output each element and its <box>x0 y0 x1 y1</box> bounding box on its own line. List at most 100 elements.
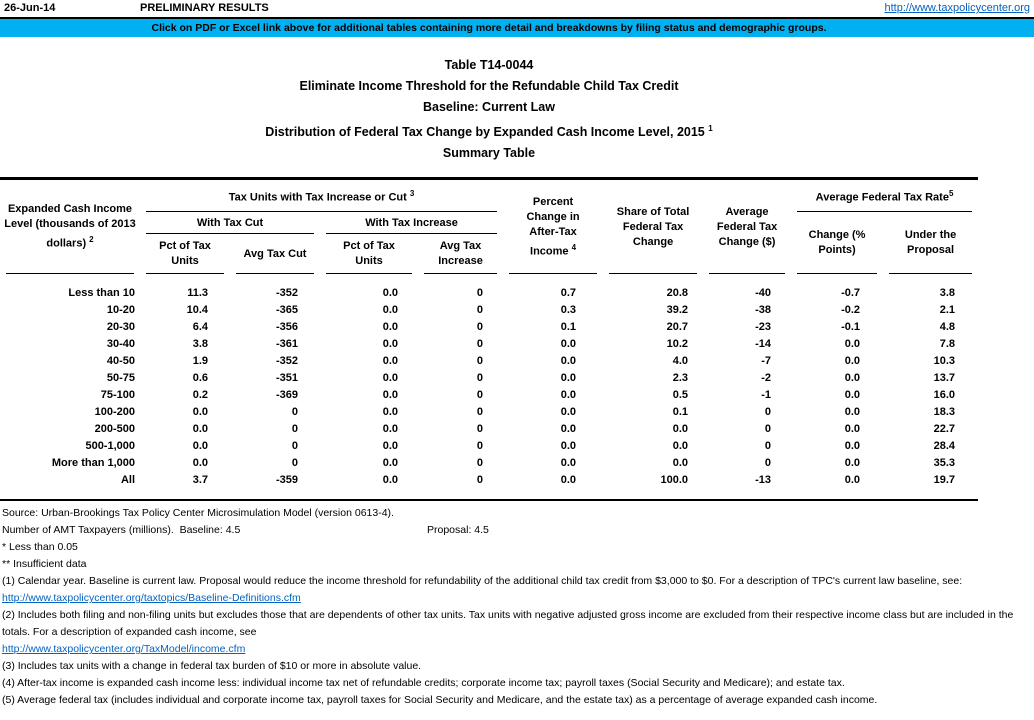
income-definition-link[interactable]: http://www.taxpolicycenter.org/TaxModel/… <box>2 643 246 656</box>
footnotes: Source: Urban-Brookings Tax Policy Cente… <box>0 501 1032 709</box>
col-header-share-of-total: Share of Total Federal Tax Change <box>603 180 703 275</box>
income-level-label: More than 1,000 <box>51 457 135 470</box>
cell: 0 <box>476 474 484 487</box>
cell: 0.0 <box>382 321 398 334</box>
col-header-rate-under-proposal: Under the Proposal <box>883 212 978 275</box>
cell: 3.8 <box>192 338 208 351</box>
col-header-rate-change-points: Change (% Points) <box>791 212 883 275</box>
summary-table: Expanded Cash Income Level (thousands of… <box>0 177 978 502</box>
table-row: 20-30 6.4 -356 0.0 0 0.1 20.7 -23 -0.1 4.8 <box>0 319 978 336</box>
cell: -14 <box>755 338 772 351</box>
cell: 0.1 <box>560 321 577 334</box>
cell: -352 <box>275 287 298 300</box>
cell: 0.0 <box>844 423 861 436</box>
cell: 0.0 <box>382 474 398 487</box>
cell: -361 <box>275 338 298 351</box>
cell: 0 <box>476 389 484 402</box>
cell: 0.0 <box>844 338 861 351</box>
cell: 0.0 <box>192 406 208 419</box>
cell: 0.7 <box>560 287 577 300</box>
cell: 0.0 <box>844 457 861 470</box>
cell: 0.0 <box>560 474 577 487</box>
cell: 0.0 <box>844 474 861 487</box>
col-header-income-level: Expanded Cash Income Level (thousands of… <box>0 180 140 275</box>
cell: 6.4 <box>192 321 208 334</box>
cell: 20.7 <box>666 321 689 334</box>
table-row: 500-1,000 0.0 0 0.0 0 0.0 0.0 0 0.0 28.4 <box>0 438 978 455</box>
table-row: 50-75 0.6 -351 0.0 0 0.0 2.3 -2 0.0 13.7 <box>0 370 978 387</box>
cell: 0 <box>291 423 298 436</box>
cell: 0.0 <box>382 440 398 453</box>
cell: 2.3 <box>672 372 689 385</box>
cell: 0.0 <box>560 457 577 470</box>
cell: 0.5 <box>672 389 689 402</box>
table-row: 40-50 1.9 -352 0.0 0 0.0 4.0 -7 0.0 10.3 <box>0 353 978 370</box>
cell: -2 <box>761 372 772 385</box>
table-row: 75-100 0.2 -369 0.0 0 0.0 0.5 -1 0.0 16.0 <box>0 387 978 404</box>
cell: 0.0 <box>672 457 689 470</box>
summary-table-title: Summary Table <box>442 146 536 161</box>
cell: -0.7 <box>841 287 861 300</box>
cell: 0 <box>476 287 484 300</box>
top-bar: 26-Jun-14 PRELIMINARY RESULTS http://www… <box>0 0 1034 17</box>
cell: 0 <box>476 440 484 453</box>
baseline-definitions-link[interactable]: http://www.taxpolicycenter.org/taxtopics… <box>2 592 301 605</box>
cell: -1 <box>761 389 772 402</box>
cell: -40 <box>755 287 772 300</box>
cell: 0.0 <box>560 372 577 385</box>
table-top-double-rule <box>0 177 978 181</box>
cell: -23 <box>755 321 772 334</box>
table-row: Less than 10 11.3 -352 0.0 0 0.7 20.8 -40 -0.7 3.… <box>0 285 978 302</box>
cell: 0 <box>291 406 298 419</box>
cell: 28.4 <box>933 440 956 453</box>
cell: 0.0 <box>192 423 208 436</box>
cell: 1.9 <box>192 355 208 368</box>
cell: -359 <box>275 474 298 487</box>
note-insufficient-data: ** Insufficient data <box>2 558 87 571</box>
cell: 10.2 <box>666 338 689 351</box>
col-header-average-change: Average Federal Tax Change ($) <box>703 180 791 275</box>
cell: 3.7 <box>192 474 208 487</box>
income-level-label: 200-500 <box>94 423 135 436</box>
cell: 100.0 <box>660 474 689 487</box>
col-group-with-tax-increase: With Tax Increase <box>320 212 503 235</box>
proposal-title: Eliminate Income Threshold for the Refun… <box>299 79 679 93</box>
footnote-5: (5) Average federal tax (includes indivi… <box>2 694 878 707</box>
cell: 0.0 <box>382 406 398 419</box>
header-body-spacer <box>0 274 978 285</box>
cell: -356 <box>275 321 298 334</box>
cell: -13 <box>755 474 772 487</box>
cell: 0.0 <box>560 406 577 419</box>
taxpolicycenter-home-link[interactable]: http://www.taxpolicycenter.org <box>884 2 1030 14</box>
cell: 0 <box>291 440 298 453</box>
cell: 0.0 <box>560 355 577 368</box>
amt-proposal-value: Proposal: 4.5 <box>427 524 489 537</box>
cell: 0.0 <box>382 304 398 317</box>
amt-taxpayers-note: Number of AMT Taxpayers (millions). Base… <box>2 522 1030 539</box>
income-level-label: 100-200 <box>94 406 135 419</box>
cell: 0 <box>476 457 484 470</box>
table-row: 30-40 3.8 -361 0.0 0 0.0 10.2 -14 0.0 7.8 <box>0 336 978 353</box>
table-row: All 3.7 -359 0.0 0 0.0 100.0 -13 0.0 19.7 <box>0 472 978 489</box>
cell: 10.3 <box>933 355 956 368</box>
cell: 22.7 <box>933 423 956 436</box>
col-group-average-federal-tax-rate: Average Federal Tax Rate5 <box>791 180 978 213</box>
cell: 19.7 <box>933 474 956 487</box>
cell: 0.0 <box>192 440 208 453</box>
cell: 0 <box>764 440 772 453</box>
col-group-with-tax-cut: With Tax Cut <box>140 212 320 235</box>
cell: 4.8 <box>939 321 956 334</box>
cell: 0.0 <box>382 372 398 385</box>
cell: 0 <box>764 457 772 470</box>
cell: 0 <box>476 304 484 317</box>
income-level-label: Less than 10 <box>68 287 135 300</box>
table-row: 10-20 10.4 -365 0.0 0 0.3 39.2 -38 -0.2 2.1 <box>0 302 978 319</box>
cell: 3.8 <box>939 287 956 300</box>
cell: 0.0 <box>382 423 398 436</box>
info-banner: Click on PDF or Excel link above for add… <box>0 19 1034 37</box>
cell: 35.3 <box>933 457 956 470</box>
amt-baseline-value: Number of AMT Taxpayers (millions). Base… <box>2 524 241 537</box>
col-header-pct-units-cut: Pct of Tax Units <box>140 234 230 275</box>
footnote-4: (4) After-tax income is expanded cash in… <box>2 677 845 690</box>
cell: 0 <box>476 372 484 385</box>
